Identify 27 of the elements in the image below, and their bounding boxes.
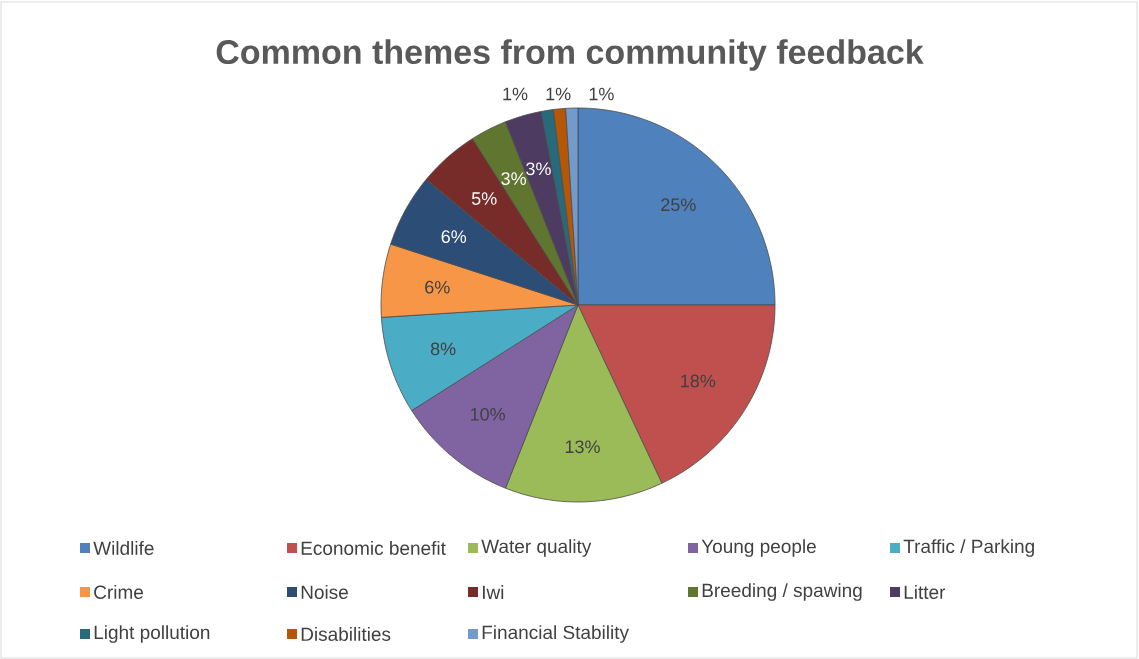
- legend-label: Water quality: [481, 539, 592, 557]
- chart-title: Common themes from community feedback: [216, 39, 924, 71]
- data-label: 10%: [470, 407, 505, 421]
- data-label: 8%: [430, 342, 456, 356]
- data-label: 1%: [589, 87, 614, 101]
- legend-label: Noise: [301, 585, 348, 599]
- legend-label: Economic benefit: [301, 541, 446, 555]
- legend-label: Iwi: [482, 585, 504, 599]
- legend-label: Traffic / Parking: [903, 539, 1034, 557]
- legend-label: Wildlife: [93, 541, 154, 555]
- legend-label: Young people: [701, 539, 816, 557]
- data-label: 5%: [471, 192, 497, 205]
- data-label: 6%: [441, 230, 467, 244]
- data-label: 1%: [503, 87, 528, 101]
- legend-label: Light pollution: [94, 625, 210, 643]
- data-label: 6%: [425, 280, 450, 294]
- data-label: 13%: [565, 440, 600, 454]
- legend-label: Breeding / spawing: [702, 583, 862, 601]
- data-label: 25%: [661, 198, 696, 212]
- legend-label: Litter: [904, 585, 946, 599]
- data-label: 3%: [526, 162, 551, 176]
- legend-label: Financial Stability: [482, 625, 629, 643]
- data-label: 18%: [681, 374, 716, 388]
- legend-label: Disabilities: [301, 627, 391, 641]
- data-label: 3%: [501, 172, 526, 185]
- legend-label: Crime: [94, 585, 144, 599]
- data-label: 1%: [546, 87, 571, 101]
